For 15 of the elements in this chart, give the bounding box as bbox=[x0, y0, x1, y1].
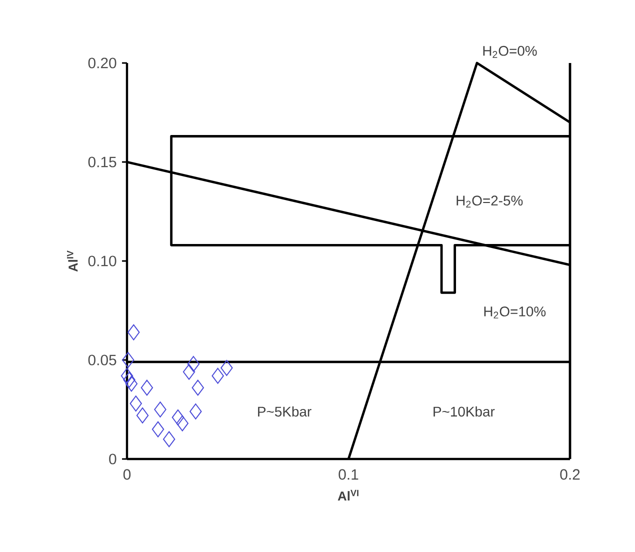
y-tick-label: 0.15 bbox=[88, 156, 116, 168]
y-axis-title: Al$^{IV}$ bbox=[67, 250, 78, 272]
y-tick-label: 0.05 bbox=[88, 354, 116, 366]
annotation: P~5Kbar bbox=[258, 406, 312, 417]
y-tick-label: 0.20 bbox=[88, 58, 116, 68]
x-tick-label: 0 bbox=[123, 469, 131, 480]
x-tick-label: 0.1 bbox=[338, 469, 358, 480]
x-tick-label: 0.2 bbox=[560, 469, 580, 480]
annotation: H$_{2}$O=0% bbox=[483, 46, 537, 58]
annotation: H$_{2}$O=10% bbox=[484, 306, 546, 318]
annotation: H$_{2}$O=2-5% bbox=[456, 196, 523, 208]
y-tick-label: 0.10 bbox=[88, 256, 116, 266]
x-axis-title: Al$^{VI}$ bbox=[338, 490, 358, 500]
annotation: P~10Kbar bbox=[434, 406, 495, 417]
y-tick-label: 0 bbox=[109, 454, 116, 464]
